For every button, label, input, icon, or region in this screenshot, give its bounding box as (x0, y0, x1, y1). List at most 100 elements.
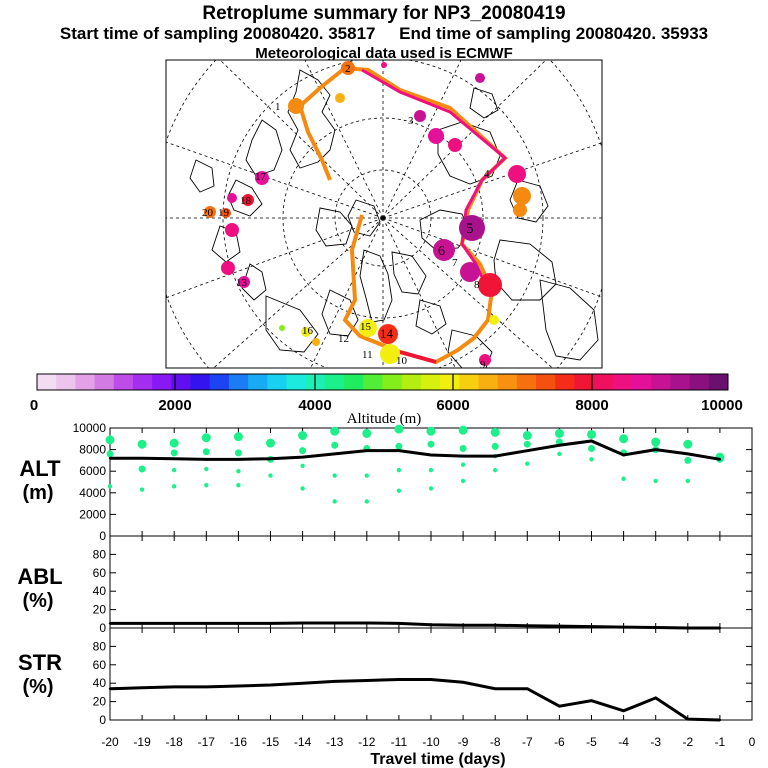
colorbar-cell (56, 374, 76, 390)
cluster-dot (331, 441, 339, 449)
x-tick-label: -20 (101, 735, 119, 749)
cluster-circle (335, 93, 345, 103)
x-tick-label: -16 (230, 735, 248, 749)
data-point (429, 623, 433, 626)
x-tick-label: -18 (166, 735, 184, 749)
cluster-dot (204, 466, 209, 472)
data-point (269, 457, 272, 460)
chart-title: Retroplume summary for NP3_20080419 (202, 3, 566, 24)
data-point (108, 622, 112, 625)
colorbar-cell (190, 374, 211, 390)
cluster-dot (427, 440, 435, 448)
trajectory-clusters (204, 61, 531, 366)
data-point (269, 622, 272, 625)
cluster-circle (475, 73, 485, 83)
day-label: 4 (484, 168, 490, 180)
data-point (365, 679, 368, 682)
cluster-circle (221, 208, 231, 218)
data-point (173, 685, 176, 689)
cluster-dot (233, 432, 243, 442)
cluster-circle (513, 187, 531, 205)
colorbar-cell (94, 374, 115, 390)
x-tick-label: -5 (586, 735, 597, 749)
cluster-dot (204, 483, 209, 488)
x-tick-label: -10 (422, 735, 440, 749)
cluster-circle (225, 223, 239, 237)
map-frame (165, 59, 603, 369)
cluster-dot (236, 483, 241, 488)
day-label: 3 (408, 115, 414, 127)
colorbar-cell (632, 374, 652, 390)
data-point (108, 687, 112, 690)
data-point (173, 457, 176, 460)
colorbar-cell (612, 374, 633, 390)
colorbar-cell (37, 374, 57, 390)
cluster-dot (428, 486, 434, 491)
day-label: 13 (236, 277, 248, 289)
colorbar-tick: 0 (30, 397, 38, 414)
x-tick-label: -15 (262, 735, 280, 749)
colorbar-cell (536, 374, 556, 390)
data-point (397, 622, 401, 625)
data-point (654, 448, 657, 451)
day-label: 10 (396, 355, 408, 367)
panel-frame (109, 627, 753, 721)
colorbar-label: Altitude (m) (347, 411, 422, 427)
cluster-dot (522, 431, 532, 441)
data-point (686, 717, 689, 721)
series-line (109, 678, 720, 722)
data-point (686, 452, 689, 456)
cluster-dot (428, 467, 434, 473)
cluster-dot (459, 445, 467, 453)
cluster-dot (170, 449, 178, 457)
cluster-circle (238, 276, 250, 288)
data-point (461, 454, 465, 458)
y-axis-label: (m) (22, 482, 53, 504)
cluster-circle (227, 193, 237, 203)
cluster-dot (684, 456, 692, 464)
data-point (429, 678, 433, 681)
cluster-circle (460, 262, 480, 282)
cluster-circle (221, 261, 235, 275)
cluster-circle (381, 62, 387, 68)
cluster-dot (107, 484, 113, 489)
cluster-dot (396, 488, 402, 493)
x-tick-label: -19 (133, 735, 151, 749)
y-tick-label: 0 (99, 529, 106, 543)
x-tick-label: -12 (358, 735, 376, 749)
cluster-dot (332, 499, 337, 504)
cluster-dot (234, 449, 242, 457)
end-time: End time of sampling 20080420. 35933 (399, 24, 709, 43)
cluster-circle (288, 98, 304, 114)
cluster-dot (172, 484, 177, 489)
cluster-dot (201, 433, 211, 443)
colorbar-cell (152, 374, 172, 390)
colorbar-tick: 10000 (701, 397, 743, 414)
y-tick-label: 20 (93, 695, 107, 709)
trajectory-center-line-magenta (361, 68, 508, 291)
x-tick-label: -17 (198, 735, 216, 749)
y-tick-label: 10000 (73, 421, 107, 435)
cluster-circle (428, 128, 444, 144)
data-point (173, 622, 176, 625)
x-tick-label: -8 (490, 735, 501, 749)
y-tick-label: 40 (93, 676, 107, 690)
cluster-dot (460, 478, 466, 484)
colorbar-tick: 6000 (436, 397, 469, 414)
polar-map: 1 2 3 4 5 6 7 8 9 10 11 12 13 14 15 16 1… (165, 59, 603, 369)
trajectory-day-labels: 1 2 3 4 5 6 7 8 9 10 11 12 13 14 15 16 1… (202, 63, 490, 368)
y-tick-label: 8000 (79, 443, 106, 457)
cluster-circle (459, 215, 485, 241)
colorbar-cell (113, 374, 134, 390)
y-tick-label: 4000 (79, 486, 106, 500)
y-tick-label: 0 (99, 621, 106, 635)
cluster-dot (202, 448, 210, 456)
cluster-dot (493, 467, 498, 473)
data-point (237, 622, 240, 625)
y-axis-label: (%) (22, 590, 53, 612)
colorbar-cell (459, 374, 479, 390)
data-point (526, 687, 529, 690)
cluster-circle (448, 138, 462, 152)
colorbar-cell (401, 374, 422, 390)
y-tick-label: 40 (93, 584, 107, 598)
